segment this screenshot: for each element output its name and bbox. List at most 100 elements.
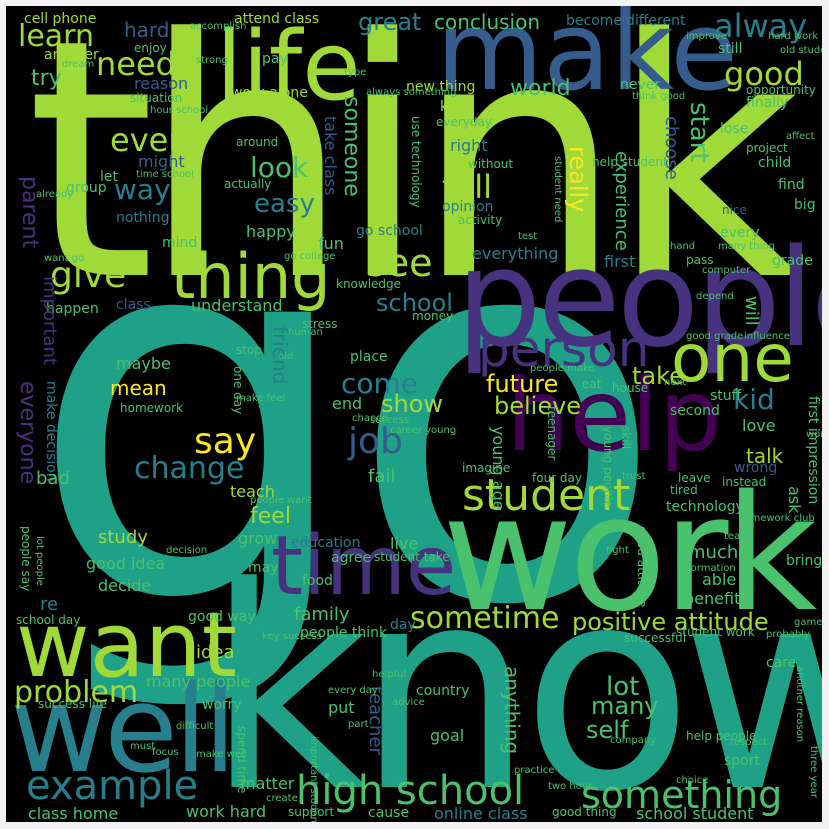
word: pass	[686, 253, 714, 267]
word: good grade	[686, 331, 744, 342]
word: probably	[766, 629, 810, 640]
word: instead	[722, 475, 767, 489]
word: family	[294, 604, 350, 625]
word: become	[566, 13, 623, 29]
word: good	[724, 55, 804, 93]
word: well	[10, 661, 237, 800]
word: word	[806, 429, 822, 440]
word: depend	[696, 291, 734, 302]
word: chance	[352, 413, 388, 424]
word: another	[44, 47, 99, 63]
word: information	[678, 563, 736, 574]
word: come	[341, 367, 419, 400]
word: really	[564, 146, 592, 213]
word: learn	[18, 19, 94, 54]
word: make decision	[43, 381, 59, 482]
word: make feel	[236, 393, 286, 404]
word: need	[96, 45, 176, 83]
word: advice	[392, 697, 425, 708]
word: kid	[733, 383, 775, 416]
word: want go	[44, 253, 85, 264]
word: choose	[661, 116, 682, 180]
word: type	[344, 67, 367, 78]
word: work alone	[231, 85, 308, 101]
word: school day	[16, 613, 81, 627]
word: alway	[714, 7, 808, 45]
word: people make	[530, 363, 595, 374]
word: activity	[458, 213, 503, 227]
word: opinion	[442, 199, 494, 215]
word: support	[288, 805, 335, 819]
word: spend time	[235, 726, 249, 794]
word: end	[332, 394, 363, 413]
word: first	[604, 252, 636, 271]
word-cloud: go think know work people make well help…	[6, 6, 822, 822]
word: something	[581, 773, 783, 817]
word: influence	[744, 331, 790, 342]
word: student take	[374, 550, 450, 564]
word: pay	[262, 51, 288, 67]
word: let	[100, 169, 118, 185]
word: high school	[296, 768, 525, 814]
word: school student	[636, 804, 754, 822]
word: life	[216, 12, 361, 122]
word: look	[250, 151, 309, 184]
word: enjoy	[134, 41, 167, 55]
word: way	[114, 173, 171, 206]
word: lot	[606, 672, 640, 702]
word: human	[288, 327, 323, 338]
word: idea	[196, 642, 235, 663]
word: anything	[500, 666, 524, 755]
word: ask	[785, 486, 804, 514]
word: strong	[196, 55, 228, 66]
word: important	[39, 276, 60, 365]
word: online class	[434, 804, 528, 822]
word: re	[40, 594, 59, 615]
word: teacher	[365, 686, 386, 755]
word: goal	[430, 726, 465, 745]
word: grade	[772, 253, 813, 269]
word: time	[271, 519, 457, 614]
word: maybe	[116, 354, 171, 373]
word: example	[26, 763, 199, 809]
word: first impression	[805, 396, 821, 505]
word: fight	[606, 545, 629, 556]
word: positive attitude	[572, 608, 769, 636]
word: nothing	[116, 210, 170, 226]
word: good way	[188, 609, 256, 625]
word: situation	[130, 91, 183, 105]
word: people say	[19, 526, 33, 592]
word: care	[766, 655, 797, 671]
word: company	[610, 735, 657, 746]
word: always something	[366, 87, 457, 98]
word: good idea	[86, 554, 166, 573]
word: worry	[202, 697, 242, 713]
word: will	[741, 296, 762, 326]
word: right	[450, 136, 488, 155]
word: see	[366, 241, 433, 285]
word: place	[350, 349, 388, 365]
word: teenager	[545, 406, 559, 461]
word: world	[510, 76, 571, 101]
word: class	[116, 297, 151, 313]
word: sport	[724, 753, 760, 769]
word: respect	[730, 737, 768, 748]
word: work hard	[186, 802, 267, 821]
word: practice	[514, 765, 555, 776]
word: great	[358, 8, 422, 36]
word: old student	[780, 45, 822, 56]
word: team	[724, 531, 750, 542]
word: student need	[552, 156, 563, 223]
word: already	[36, 189, 74, 200]
word: go college	[284, 251, 336, 262]
word: love	[742, 416, 776, 435]
word: someone	[339, 96, 364, 197]
word: sometime	[410, 601, 560, 636]
word: people	[456, 220, 822, 377]
word: people think	[300, 625, 388, 641]
word: reason	[134, 74, 189, 93]
word: good attitude	[635, 526, 649, 608]
word: benefit	[684, 589, 741, 608]
word: important student	[308, 736, 319, 822]
word: feel	[250, 504, 291, 529]
